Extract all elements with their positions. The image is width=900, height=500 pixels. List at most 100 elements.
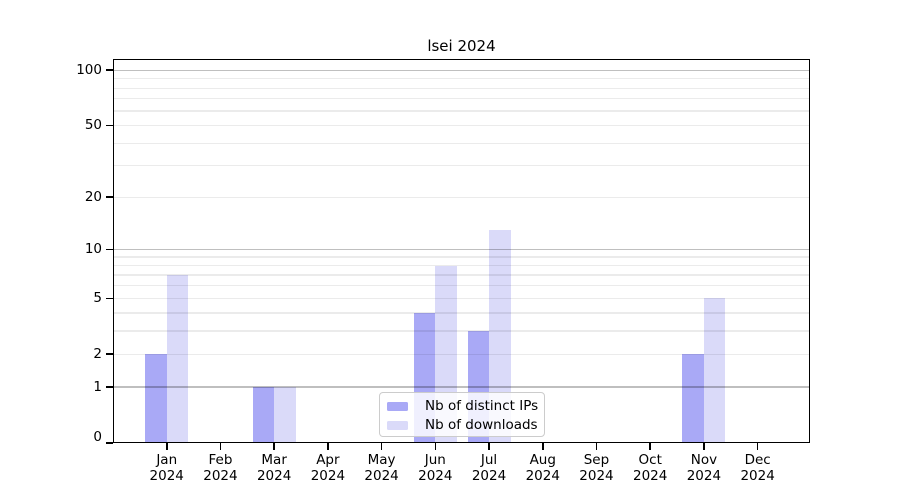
x-tick-label-aug: Aug 2024 bbox=[510, 452, 576, 484]
x-tick-apr bbox=[327, 443, 329, 450]
x-tick-aug bbox=[541, 443, 544, 450]
x-tick-label-month: Aug bbox=[529, 452, 556, 468]
gridline-minor-6 bbox=[113, 285, 810, 287]
y-tick-label-0: 0 bbox=[93, 429, 102, 445]
y-tick-1 bbox=[105, 386, 113, 388]
x-tick-mar bbox=[273, 443, 275, 450]
y-tick-20 bbox=[105, 196, 113, 198]
gridline-minor-7 bbox=[113, 274, 810, 276]
legend-swatch-downloads bbox=[387, 420, 408, 430]
x-tick-label-year: 2024 bbox=[633, 468, 668, 484]
gridline-minor-2 bbox=[113, 353, 810, 355]
gridline-minor-8 bbox=[113, 264, 810, 267]
x-tick-label-year: 2024 bbox=[418, 468, 453, 484]
x-tick-label-year: 2024 bbox=[471, 468, 507, 484]
x-tick-label-month: Dec bbox=[744, 452, 771, 468]
gridline-minor-9 bbox=[113, 256, 810, 258]
x-tick-label-month: Jun bbox=[424, 452, 446, 468]
gridline-minor-60 bbox=[113, 110, 810, 112]
gridline-minor-40 bbox=[113, 142, 810, 144]
legend-label-distinct-ips: Nb of distinct IPs bbox=[425, 397, 539, 414]
gridline-major-10 bbox=[113, 248, 810, 250]
x-tick-label-mar: Mar 2024 bbox=[241, 452, 307, 484]
x-tick-label-month: Mar bbox=[261, 452, 287, 468]
gridline-minor-20 bbox=[113, 196, 810, 198]
gridline-minor-4 bbox=[113, 312, 810, 314]
x-tick-label-month: Jul bbox=[480, 452, 498, 468]
x-tick-label-year: 2024 bbox=[740, 468, 775, 484]
x-tick-label-nov: Nov 2024 bbox=[671, 452, 737, 484]
x-tick-label-dec: Dec 2024 bbox=[725, 452, 791, 484]
y-tick-10 bbox=[105, 248, 113, 251]
legend-item-distinct-ips: Nb of distinct IPs bbox=[380, 397, 544, 416]
x-tick-label-month: Nov bbox=[690, 452, 718, 468]
y-tick-50 bbox=[105, 124, 113, 127]
legend: Nb of distinct IPs Nb of downloads bbox=[379, 392, 545, 437]
y-tick-5 bbox=[105, 297, 113, 300]
x-tick-label-month: Jan bbox=[156, 452, 178, 468]
x-tick-nov bbox=[703, 443, 705, 450]
gridline-minor-90 bbox=[113, 78, 810, 80]
gridline-minor-50 bbox=[113, 124, 810, 127]
bar-downloads-jul bbox=[489, 229, 511, 443]
bar-ips-mar bbox=[252, 387, 275, 443]
chart-title: lsei 2024 bbox=[427, 37, 496, 55]
y-tick-0 bbox=[105, 442, 113, 444]
bar-downloads-mar bbox=[274, 387, 296, 443]
x-tick-label-feb: Feb 2024 bbox=[187, 452, 253, 484]
y-tick-label-5: 5 bbox=[93, 290, 102, 307]
x-tick-label-jul: Jul 2024 bbox=[456, 452, 522, 484]
x-tick-label-month: Feb bbox=[208, 452, 233, 468]
x-tick-label-jun: Jun 2024 bbox=[402, 452, 468, 484]
x-tick-may bbox=[380, 443, 383, 450]
gridline-minor-30 bbox=[113, 165, 810, 167]
x-tick-oct bbox=[649, 443, 651, 450]
gridline-minor-3 bbox=[113, 330, 810, 332]
x-tick-label-may: May 2024 bbox=[349, 452, 415, 484]
x-tick-label-sep: Sep 2024 bbox=[563, 452, 629, 484]
y-tick-100 bbox=[105, 69, 113, 72]
x-tick-feb bbox=[219, 443, 222, 450]
gridline-major-1 bbox=[113, 386, 810, 388]
plot-area: Nb of distinct IPs Nb of downloads bbox=[113, 59, 810, 443]
bar-downloads-jan bbox=[166, 275, 189, 443]
x-tick-label-month: Apr bbox=[316, 452, 340, 468]
x-tick-label-year: 2024 bbox=[579, 468, 614, 484]
gridline-minor-5 bbox=[113, 297, 810, 299]
x-tick-label-year: 2024 bbox=[310, 468, 346, 484]
x-tick-label-apr: Apr 2024 bbox=[295, 452, 361, 484]
gridline-major-100 bbox=[113, 69, 810, 71]
legend-label-downloads: Nb of downloads bbox=[425, 416, 538, 433]
x-tick-label-year: 2024 bbox=[203, 468, 238, 484]
bar-ips-jan bbox=[145, 354, 167, 443]
plot-border bbox=[113, 59, 810, 443]
x-tick-jun bbox=[434, 443, 437, 450]
x-tick-label-year: 2024 bbox=[256, 468, 292, 484]
x-tick-dec bbox=[756, 443, 759, 450]
y-tick-label-1: 1 bbox=[93, 379, 102, 396]
gridline-minor-80 bbox=[113, 87, 810, 89]
x-tick-label-year: 2024 bbox=[686, 468, 722, 484]
gridline-minor-70 bbox=[113, 98, 810, 100]
legend-swatch-distinct-ips bbox=[387, 401, 408, 411]
x-tick-label-jan: Jan 2024 bbox=[134, 452, 200, 484]
y-tick-label-50: 50 bbox=[84, 117, 102, 134]
x-tick-jul bbox=[488, 443, 490, 450]
x-tick-label-year: 2024 bbox=[149, 468, 184, 484]
y-tick-label-10: 10 bbox=[84, 241, 102, 258]
x-tick-label-month: Oct bbox=[638, 452, 662, 468]
x-tick-label-month: May bbox=[367, 452, 396, 468]
y-tick-label-100: 100 bbox=[76, 62, 102, 79]
x-tick-label-year: 2024 bbox=[525, 468, 560, 484]
y-tick-label-20: 20 bbox=[84, 189, 102, 206]
y-tick-2 bbox=[105, 353, 113, 356]
legend-item-downloads: Nb of downloads bbox=[380, 416, 544, 435]
x-tick-jan bbox=[165, 443, 168, 450]
x-tick-sep bbox=[595, 443, 598, 450]
bar-ips-nov bbox=[682, 354, 704, 443]
y-tick-label-2: 2 bbox=[93, 346, 102, 363]
x-tick-label-month: Sep bbox=[583, 452, 610, 468]
bar-downloads-nov bbox=[703, 298, 726, 443]
x-tick-label-oct: Oct 2024 bbox=[617, 452, 683, 484]
